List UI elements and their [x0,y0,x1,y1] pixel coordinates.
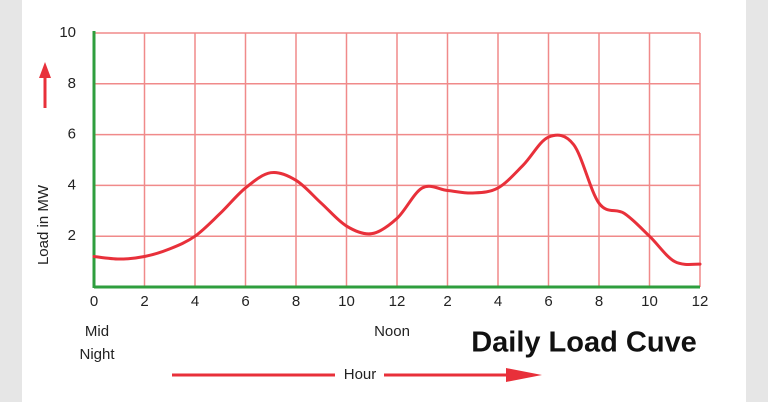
x-tick-label: 12 [692,293,709,310]
x-axis-label: Hour [344,366,377,383]
side-strip [746,0,768,402]
y-tick-label: 6 [68,126,76,143]
x-tick-label: 6 [544,293,552,310]
annotation: Night [79,346,115,363]
x-tick-label: 8 [292,293,300,310]
x-arrow-head [506,368,542,382]
y-axis-label: Load in MW [35,184,52,265]
y-tick-label: 4 [68,176,76,193]
x-tick-label: 6 [241,293,249,310]
y-tick-label: 2 [68,227,76,244]
x-tick-label: 2 [140,293,148,310]
load-curve [92,133,702,266]
x-tick-label: 8 [595,293,603,310]
y-arrow-head [39,62,51,78]
x-tick-label: 4 [191,293,199,310]
annotation: Mid [85,323,109,340]
y-tick-label: 8 [68,75,76,92]
side-strip [0,0,22,402]
x-tick-label: 10 [338,293,355,310]
x-tick-label: 0 [90,293,98,310]
x-tick-label: 12 [389,293,406,310]
chart-title: Daily Load Cuve [471,327,697,359]
y-tick-label: 10 [59,24,76,41]
x-tick-label: 10 [641,293,658,310]
x-tick-label: 4 [494,293,502,310]
x-tick-label: 2 [443,293,451,310]
annotation: Noon [374,323,410,340]
